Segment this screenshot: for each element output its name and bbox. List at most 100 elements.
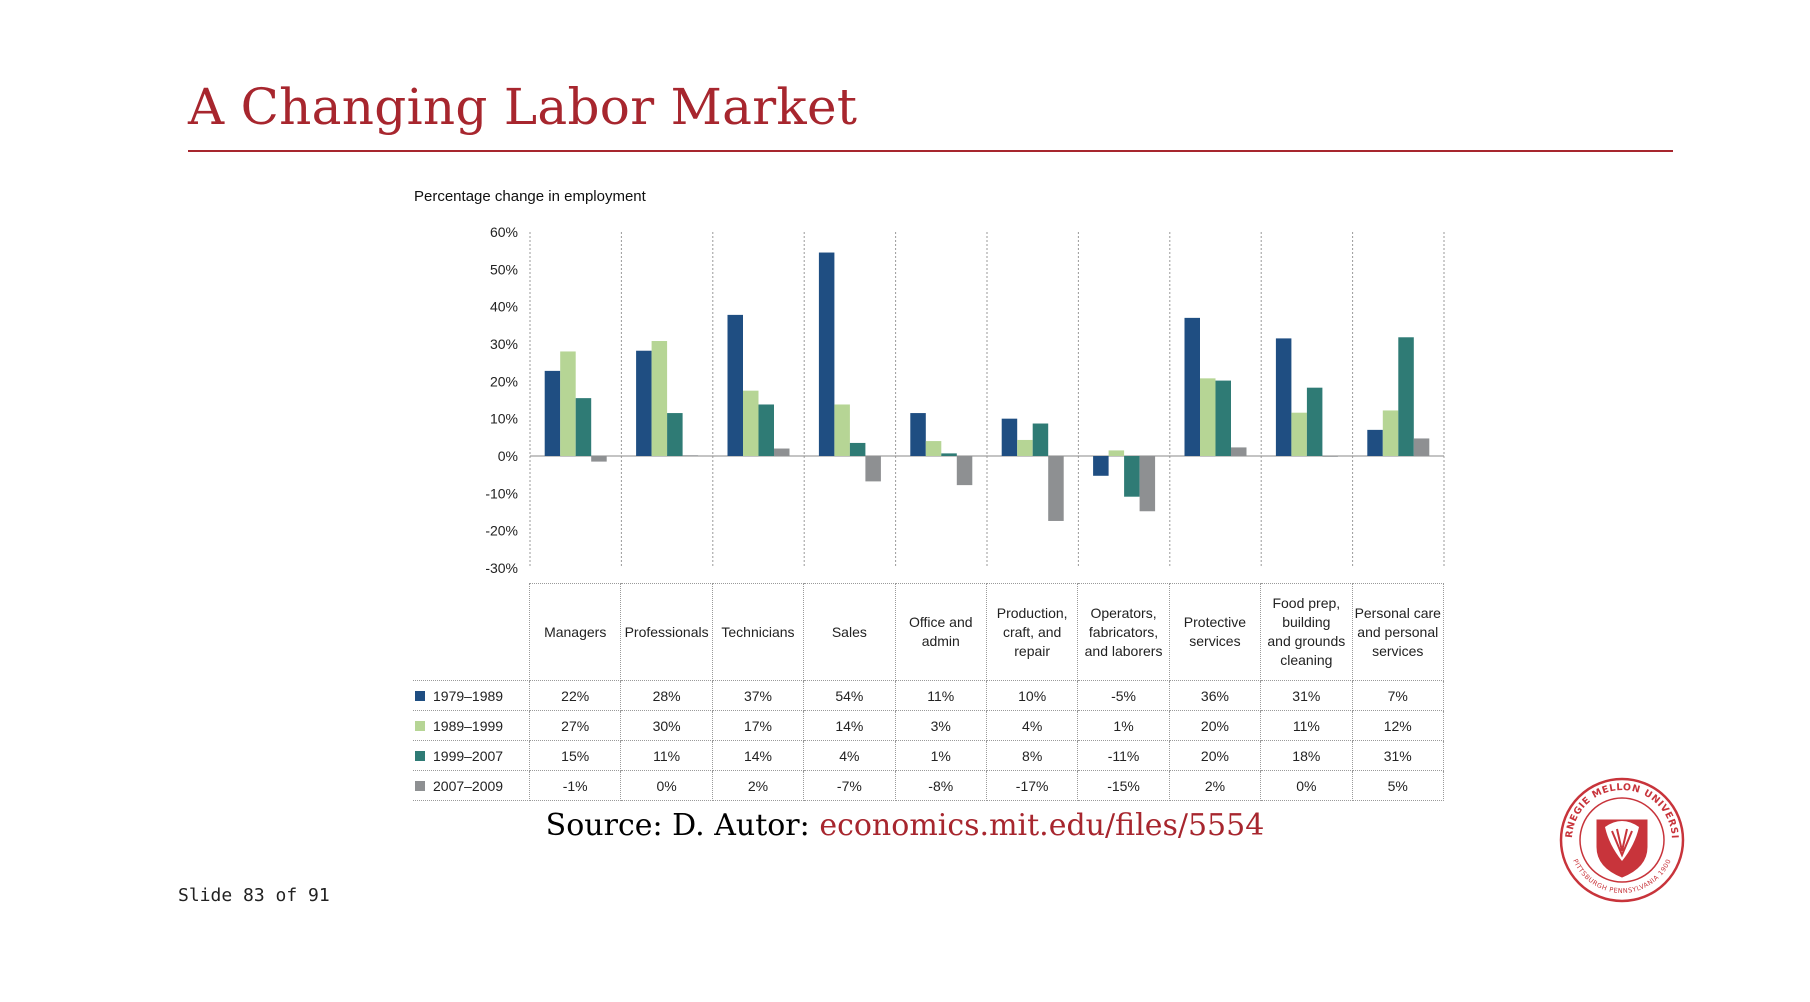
- data-label: -17%: [985, 770, 1079, 801]
- bar: [1093, 456, 1109, 476]
- data-label: 27%: [528, 710, 622, 741]
- table-body: 1979–1989 22% 28% 37% 54% 11% 10% -5% 36% 31% 7% 19…: [413, 680, 1445, 801]
- bar: [636, 350, 652, 456]
- data-label: 2%: [1168, 770, 1262, 801]
- category-header: Office and admin: [894, 583, 987, 681]
- bar: [743, 390, 759, 456]
- source-link[interactable]: economics.mit.edu/files/5554: [819, 808, 1265, 843]
- category-header-line: cleaning: [1280, 652, 1333, 668]
- category-header-line: craft, and: [1002, 623, 1062, 640]
- bar: [1017, 439, 1033, 456]
- category-header-line: admin: [921, 633, 960, 649]
- bar: [1001, 418, 1018, 456]
- bar: [575, 398, 592, 456]
- source-prefix: Source: D. Autor:: [545, 808, 810, 843]
- legend-label: 1999–2007: [433, 747, 504, 764]
- data-label: 14%: [711, 740, 805, 771]
- bar: [1184, 317, 1200, 456]
- bar: [1108, 450, 1125, 456]
- category-header-line: Production,: [996, 604, 1068, 621]
- data-label: -5%: [1077, 680, 1170, 711]
- bar: [1215, 380, 1231, 456]
- category-header-line: and grounds: [1267, 633, 1346, 649]
- y-tick-label: -10%: [485, 485, 518, 501]
- y-tick-label: 20%: [490, 373, 518, 389]
- university-seal-logo: CARNEGIE MELLON UNIVERSITYPITTSBURGH PEN…: [1557, 775, 1685, 903]
- bar: [1124, 456, 1140, 497]
- bar: [941, 453, 957, 456]
- bar: [1291, 412, 1307, 456]
- category-header-line: Operators,: [1090, 604, 1157, 621]
- bar: [1139, 456, 1156, 512]
- category-header-line: Personal care: [1354, 604, 1441, 621]
- legend-swatch: [415, 780, 425, 791]
- table-row: 2007–2009 -1% 0% 2% -7% -8% -17% -15% 2% 0% 5%: [413, 770, 1445, 801]
- bar: [651, 341, 668, 456]
- category-header-line: Food prep,: [1272, 595, 1341, 611]
- data-label: -11%: [1077, 740, 1170, 771]
- table-header-row: Managers Professionals Technicians Sales Off…: [413, 583, 1445, 681]
- category-header: Protective services: [1168, 583, 1262, 681]
- bar: [956, 456, 973, 486]
- category-header-line: and laborers: [1084, 642, 1163, 659]
- legend-swatch: [415, 690, 425, 701]
- data-label: 7%: [1351, 680, 1445, 711]
- table-row: 1979–1989 22% 28% 37% 54% 11% 10% -5% 36% 31% 7%: [413, 680, 1445, 711]
- data-label: -1%: [528, 770, 622, 801]
- category-header: Food prep, building and grounds cleaning: [1260, 583, 1353, 681]
- data-label: 10%: [985, 680, 1079, 711]
- y-tick-label: -20%: [485, 523, 518, 539]
- bar: [1200, 378, 1216, 456]
- data-label: 2%: [711, 770, 805, 801]
- legend-entry: 1999–2007: [413, 740, 530, 771]
- bar: [865, 456, 881, 482]
- y-tick-label: 10%: [490, 411, 518, 427]
- source-citation: Source: D. Autor: economics.mit.edu/file…: [0, 808, 1810, 843]
- data-label: 36%: [1168, 680, 1262, 711]
- data-label: 31%: [1351, 740, 1445, 771]
- category-header-line: Sales: [831, 623, 867, 640]
- bar: [1306, 387, 1323, 456]
- data-label: 37%: [711, 680, 805, 711]
- table-row: 1999–2007 15% 11% 14% 4% 1% 8% -11% 20% 18% 31%: [413, 740, 1445, 771]
- data-label: 31%: [1260, 680, 1353, 711]
- bar: [667, 413, 683, 456]
- bar: [682, 455, 699, 457]
- data-label: 1%: [1077, 710, 1170, 741]
- data-label: 4%: [985, 710, 1079, 741]
- data-label: 15%: [528, 740, 622, 771]
- bar: [818, 252, 835, 456]
- bar: [1413, 438, 1430, 456]
- category-header-line: Office and: [908, 614, 973, 630]
- category-header-line: services: [1189, 633, 1241, 649]
- seal-thistle-detail-icon: [1611, 828, 1633, 858]
- data-label: 20%: [1168, 710, 1262, 741]
- category-header-line: services: [1372, 642, 1424, 659]
- y-tick-label: -30%: [485, 560, 518, 576]
- y-tick-label: 50%: [490, 261, 518, 277]
- data-label: -8%: [894, 770, 987, 801]
- category-header: Personal care and personal services: [1351, 583, 1445, 681]
- chart-title: Percentage change in employment: [414, 188, 646, 205]
- bar: [591, 456, 607, 462]
- slide-title: A Changing Labor Market: [188, 78, 858, 136]
- category-header-line: building: [1282, 614, 1331, 630]
- legend-label: 1989–1999: [433, 717, 504, 734]
- bar-chart: 60% 50% 40% 30% 20% 10% 0% -10% -20% -30%: [485, 224, 1445, 576]
- legend-entry: 2007–2009: [413, 770, 530, 801]
- table-corner: [413, 583, 530, 681]
- y-tick-label: 30%: [490, 336, 518, 352]
- bar: [727, 314, 743, 456]
- category-header-line: fabricators,: [1088, 623, 1159, 640]
- data-table: Managers Professionals Technicians Sales Off…: [413, 583, 1445, 801]
- table-row: 1989–1999 27% 30% 17% 14% 3% 4% 1% 20% 11% 12%: [413, 710, 1445, 741]
- bar: [925, 441, 942, 456]
- data-label: 11%: [894, 680, 987, 711]
- seal-outer-ring: [1559, 777, 1685, 903]
- bar: [758, 404, 774, 456]
- legend-label: 1979–1989: [433, 687, 504, 704]
- y-tick-label: 0%: [498, 448, 518, 464]
- slide-number: Slide 83 of 91: [178, 885, 330, 906]
- seal-inner-ring: [1579, 797, 1665, 883]
- category-header: Professionals: [620, 583, 713, 681]
